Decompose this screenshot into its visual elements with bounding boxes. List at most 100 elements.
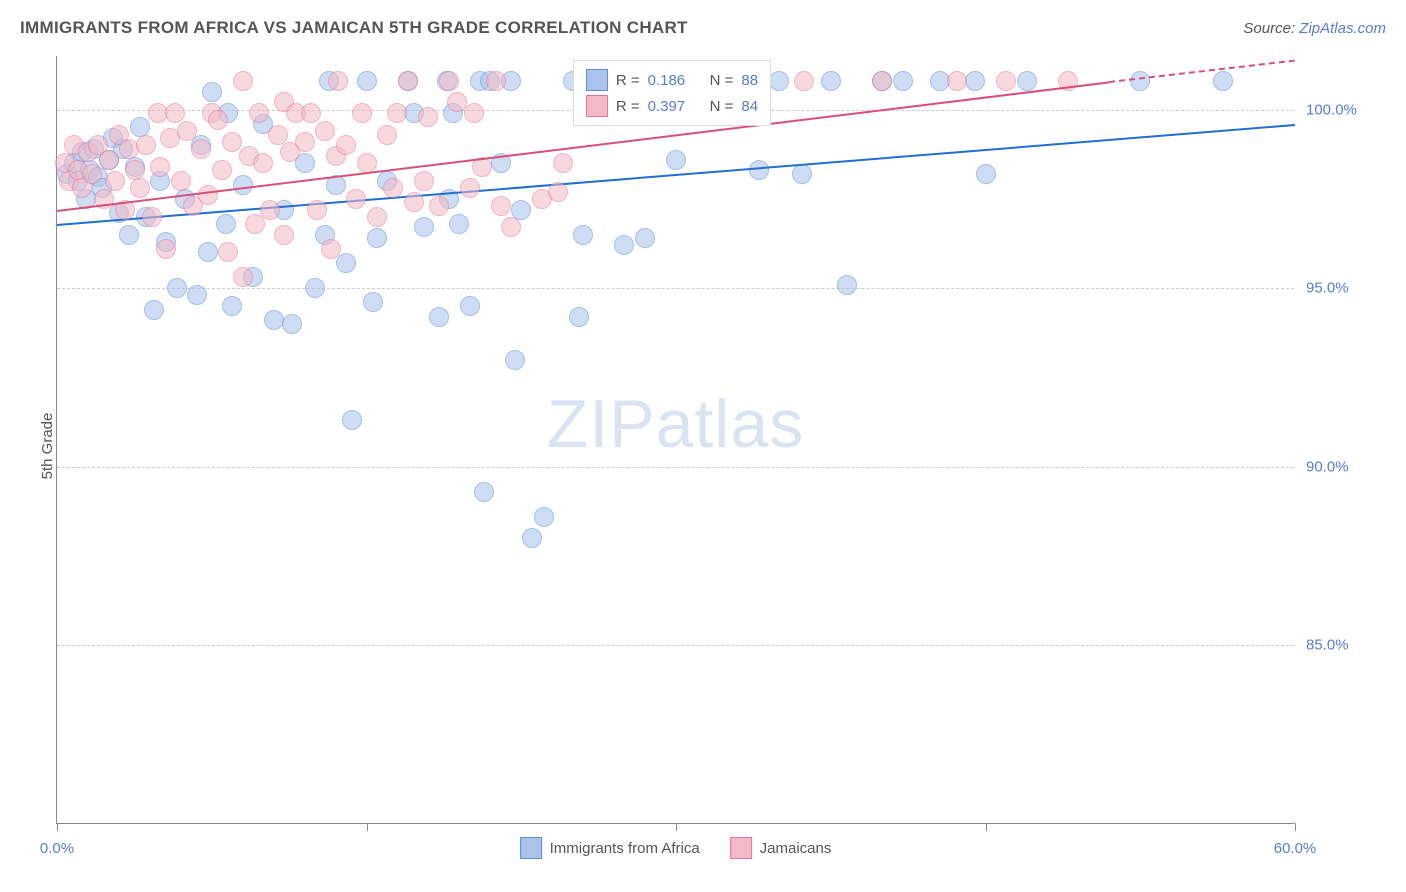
scatter-point — [208, 110, 228, 130]
scatter-point — [821, 71, 841, 91]
scatter-point — [460, 178, 480, 198]
scatter-point — [233, 175, 253, 195]
scatter-point — [635, 228, 655, 248]
scatter-point — [418, 107, 438, 127]
scatter-point — [363, 292, 383, 312]
scatter-point — [464, 103, 484, 123]
scatter-point — [792, 164, 812, 184]
scatter-point — [429, 196, 449, 216]
scatter-point — [144, 300, 164, 320]
legend-swatch — [586, 95, 608, 117]
source-link[interactable]: ZipAtlas.com — [1299, 20, 1386, 37]
chart-title: IMMIGRANTS FROM AFRICA VS JAMAICAN 5TH G… — [20, 18, 688, 38]
scatter-point — [305, 278, 325, 298]
scatter-point — [414, 217, 434, 237]
scatter-point — [367, 228, 387, 248]
scatter-point — [274, 225, 294, 245]
scatter-point — [1130, 71, 1150, 91]
scatter-point — [404, 192, 424, 212]
scatter-point — [474, 482, 494, 502]
scatter-point — [156, 239, 176, 259]
scatter-point — [295, 132, 315, 152]
legend-row: R =0.397N =84 — [586, 93, 758, 119]
scatter-point — [328, 71, 348, 91]
scatter-point — [336, 253, 356, 273]
scatter-point — [357, 153, 377, 173]
scatter-point — [398, 71, 418, 91]
scatter-point — [105, 171, 125, 191]
y-axis-label: 5th Grade — [39, 413, 56, 480]
scatter-point — [315, 121, 335, 141]
scatter-point — [749, 160, 769, 180]
scatter-point — [486, 71, 506, 91]
x-tick — [676, 823, 677, 831]
scatter-point — [218, 242, 238, 262]
scatter-point — [976, 164, 996, 184]
scatter-point — [666, 150, 686, 170]
scatter-point — [511, 200, 531, 220]
legend-r-value: 0.397 — [648, 98, 702, 115]
scatter-point — [165, 103, 185, 123]
legend-r-value: 0.186 — [648, 72, 702, 89]
gridline — [57, 645, 1294, 646]
legend-n-value: 84 — [741, 98, 758, 115]
scatter-point — [947, 71, 967, 91]
header: IMMIGRANTS FROM AFRICA VS JAMAICAN 5TH G… — [20, 18, 1386, 38]
x-tick — [367, 823, 368, 831]
x-tick-label: 60.0% — [1274, 840, 1317, 857]
scatter-point — [177, 121, 197, 141]
scatter-point — [307, 200, 327, 220]
y-tick-label: 90.0% — [1306, 458, 1386, 475]
scatter-point — [439, 71, 459, 91]
scatter-point — [1017, 71, 1037, 91]
scatter-point — [569, 307, 589, 327]
y-tick-label: 85.0% — [1306, 637, 1386, 654]
scatter-point — [268, 125, 288, 145]
scatter-point — [491, 196, 511, 216]
scatter-point — [501, 217, 521, 237]
scatter-point — [321, 239, 341, 259]
scatter-point — [614, 235, 634, 255]
legend-swatch — [730, 837, 752, 859]
scatter-point — [449, 214, 469, 234]
scatter-point — [198, 185, 218, 205]
scatter-point — [996, 71, 1016, 91]
scatter-point — [383, 178, 403, 198]
legend-n-value: 88 — [741, 72, 758, 89]
scatter-point — [505, 350, 525, 370]
legend-label: Immigrants from Africa — [550, 840, 700, 857]
scatter-point — [357, 71, 377, 91]
scatter-point — [282, 314, 302, 334]
scatter-point — [202, 82, 222, 102]
x-tick-label: 0.0% — [40, 840, 74, 857]
legend-item: Immigrants from Africa — [520, 837, 700, 859]
scatter-point — [191, 139, 211, 159]
scatter-point — [352, 103, 372, 123]
correlation-legend: R =0.186N =88R =0.397N =84 — [573, 60, 771, 126]
scatter-point — [82, 164, 102, 184]
scatter-point — [377, 125, 397, 145]
legend-row: R =0.186N =88 — [586, 67, 758, 93]
legend-label: Jamaicans — [760, 840, 832, 857]
scatter-point — [414, 171, 434, 191]
scatter-point — [534, 507, 554, 527]
scatter-point — [301, 103, 321, 123]
scatter-point — [965, 71, 985, 91]
scatter-point — [142, 207, 162, 227]
gridline — [57, 288, 1294, 289]
scatter-point — [130, 178, 150, 198]
scatter-point — [233, 71, 253, 91]
legend-item: Jamaicans — [730, 837, 832, 859]
x-tick — [986, 823, 987, 831]
scatter-point — [893, 71, 913, 91]
x-tick — [57, 823, 58, 831]
legend-swatch — [520, 837, 542, 859]
scatter-point — [222, 132, 242, 152]
scatter-point — [342, 410, 362, 430]
scatter-point — [872, 71, 892, 91]
y-tick-label: 100.0% — [1306, 101, 1386, 118]
scatter-point — [1213, 71, 1233, 91]
scatter-point — [553, 153, 573, 173]
scatter-point — [794, 71, 814, 91]
scatter-point — [119, 225, 139, 245]
